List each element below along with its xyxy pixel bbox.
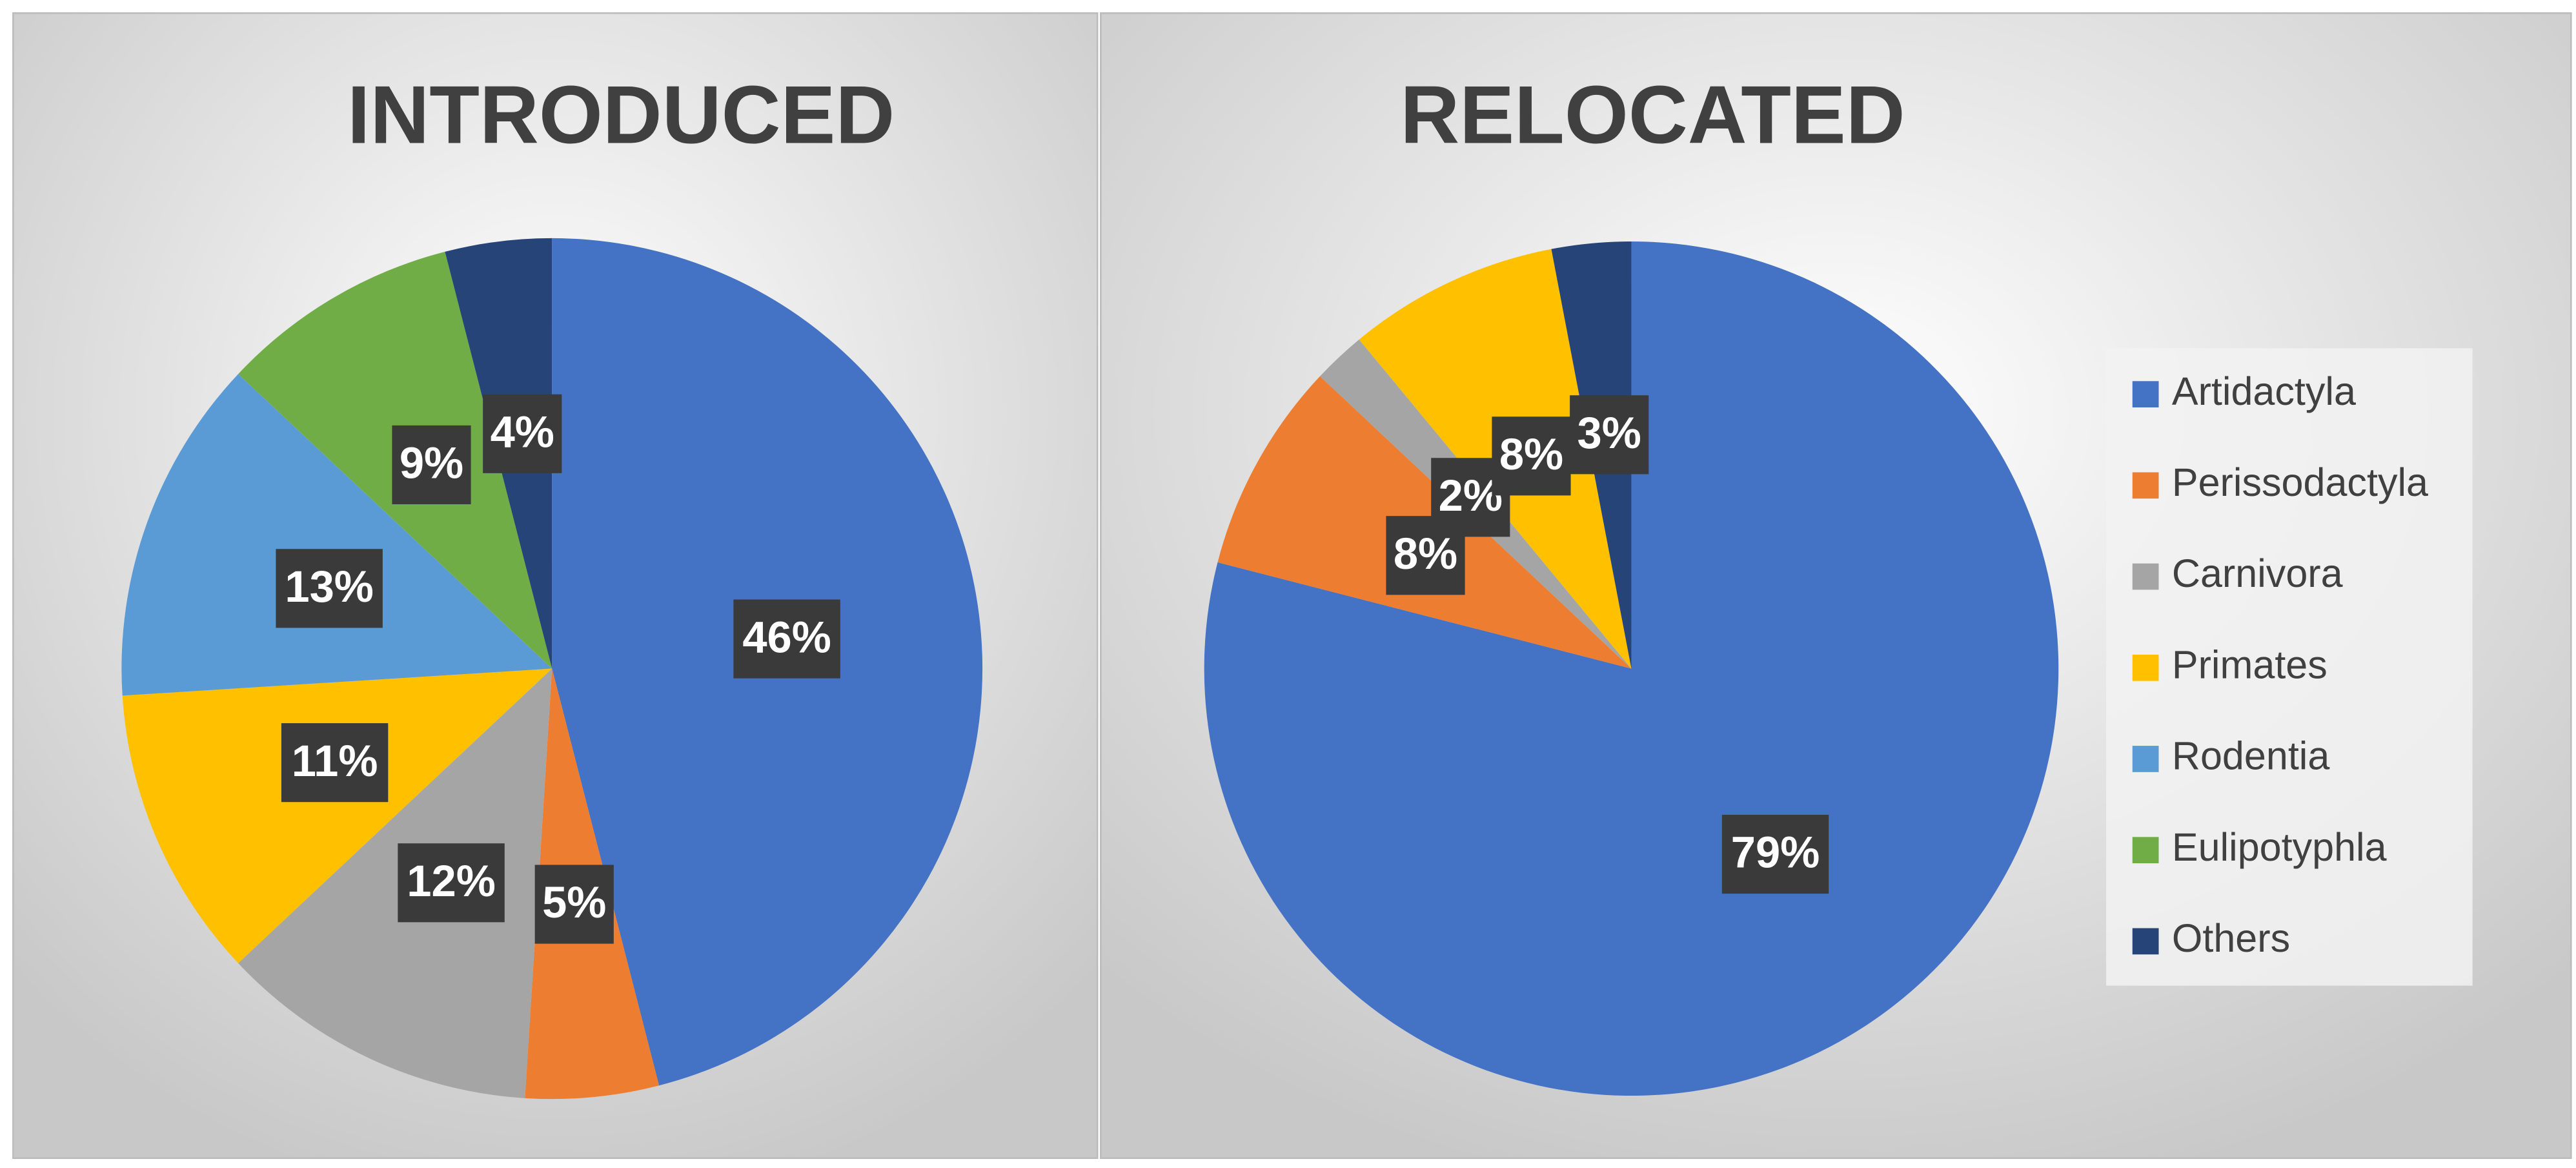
- legend-label: Rodentia: [2172, 734, 2330, 778]
- data-label: 9%: [400, 438, 463, 488]
- data-label-box: [1570, 395, 1649, 475]
- data-label-box: [733, 599, 840, 679]
- legend-label: Primates: [2172, 642, 2328, 686]
- data-label: 5%: [542, 877, 606, 927]
- legend-swatch: [2132, 563, 2159, 590]
- data-label-box: [281, 723, 389, 803]
- pie-slice: [238, 668, 553, 1098]
- data-label-box: [276, 549, 383, 628]
- legend-label: Others: [2172, 916, 2290, 960]
- data-label: 3%: [1577, 408, 1641, 458]
- data-label-box: [483, 394, 562, 473]
- data-label: 12%: [407, 856, 496, 906]
- legend-label: Perissodactyla: [2172, 460, 2428, 504]
- legend-label: Artidactyla: [2172, 369, 2356, 413]
- legend-swatch: [2132, 746, 2159, 772]
- legend-swatch: [2132, 928, 2159, 955]
- pie-slice: [121, 374, 553, 696]
- data-label-box: [392, 425, 471, 505]
- legend-swatch: [2132, 654, 2159, 681]
- chart-title: INTRODUCED: [347, 68, 895, 160]
- pie-slice: [122, 668, 553, 963]
- legend-swatch: [2132, 472, 2159, 499]
- data-label: 8%: [1499, 429, 1563, 479]
- legend-label: Carnivora: [2172, 551, 2343, 595]
- data-label: 13%: [285, 562, 374, 611]
- legend-swatch: [2132, 837, 2159, 864]
- data-label: 46%: [742, 612, 831, 662]
- data-label: 79%: [1731, 828, 1820, 877]
- data-label: 4%: [491, 407, 554, 456]
- legend-box: [2106, 348, 2473, 986]
- data-label-box: [1492, 416, 1571, 496]
- legend-swatch: [2132, 381, 2159, 407]
- data-label: 11%: [292, 736, 378, 786]
- data-label: 8%: [1394, 529, 1457, 579]
- data-label-box: [534, 865, 614, 944]
- data-label-box: [398, 843, 505, 923]
- legend-label: Eulipotyphla: [2172, 825, 2387, 869]
- data-label-box: [1721, 814, 1829, 894]
- chart-title: RELOCATED: [1400, 68, 1905, 160]
